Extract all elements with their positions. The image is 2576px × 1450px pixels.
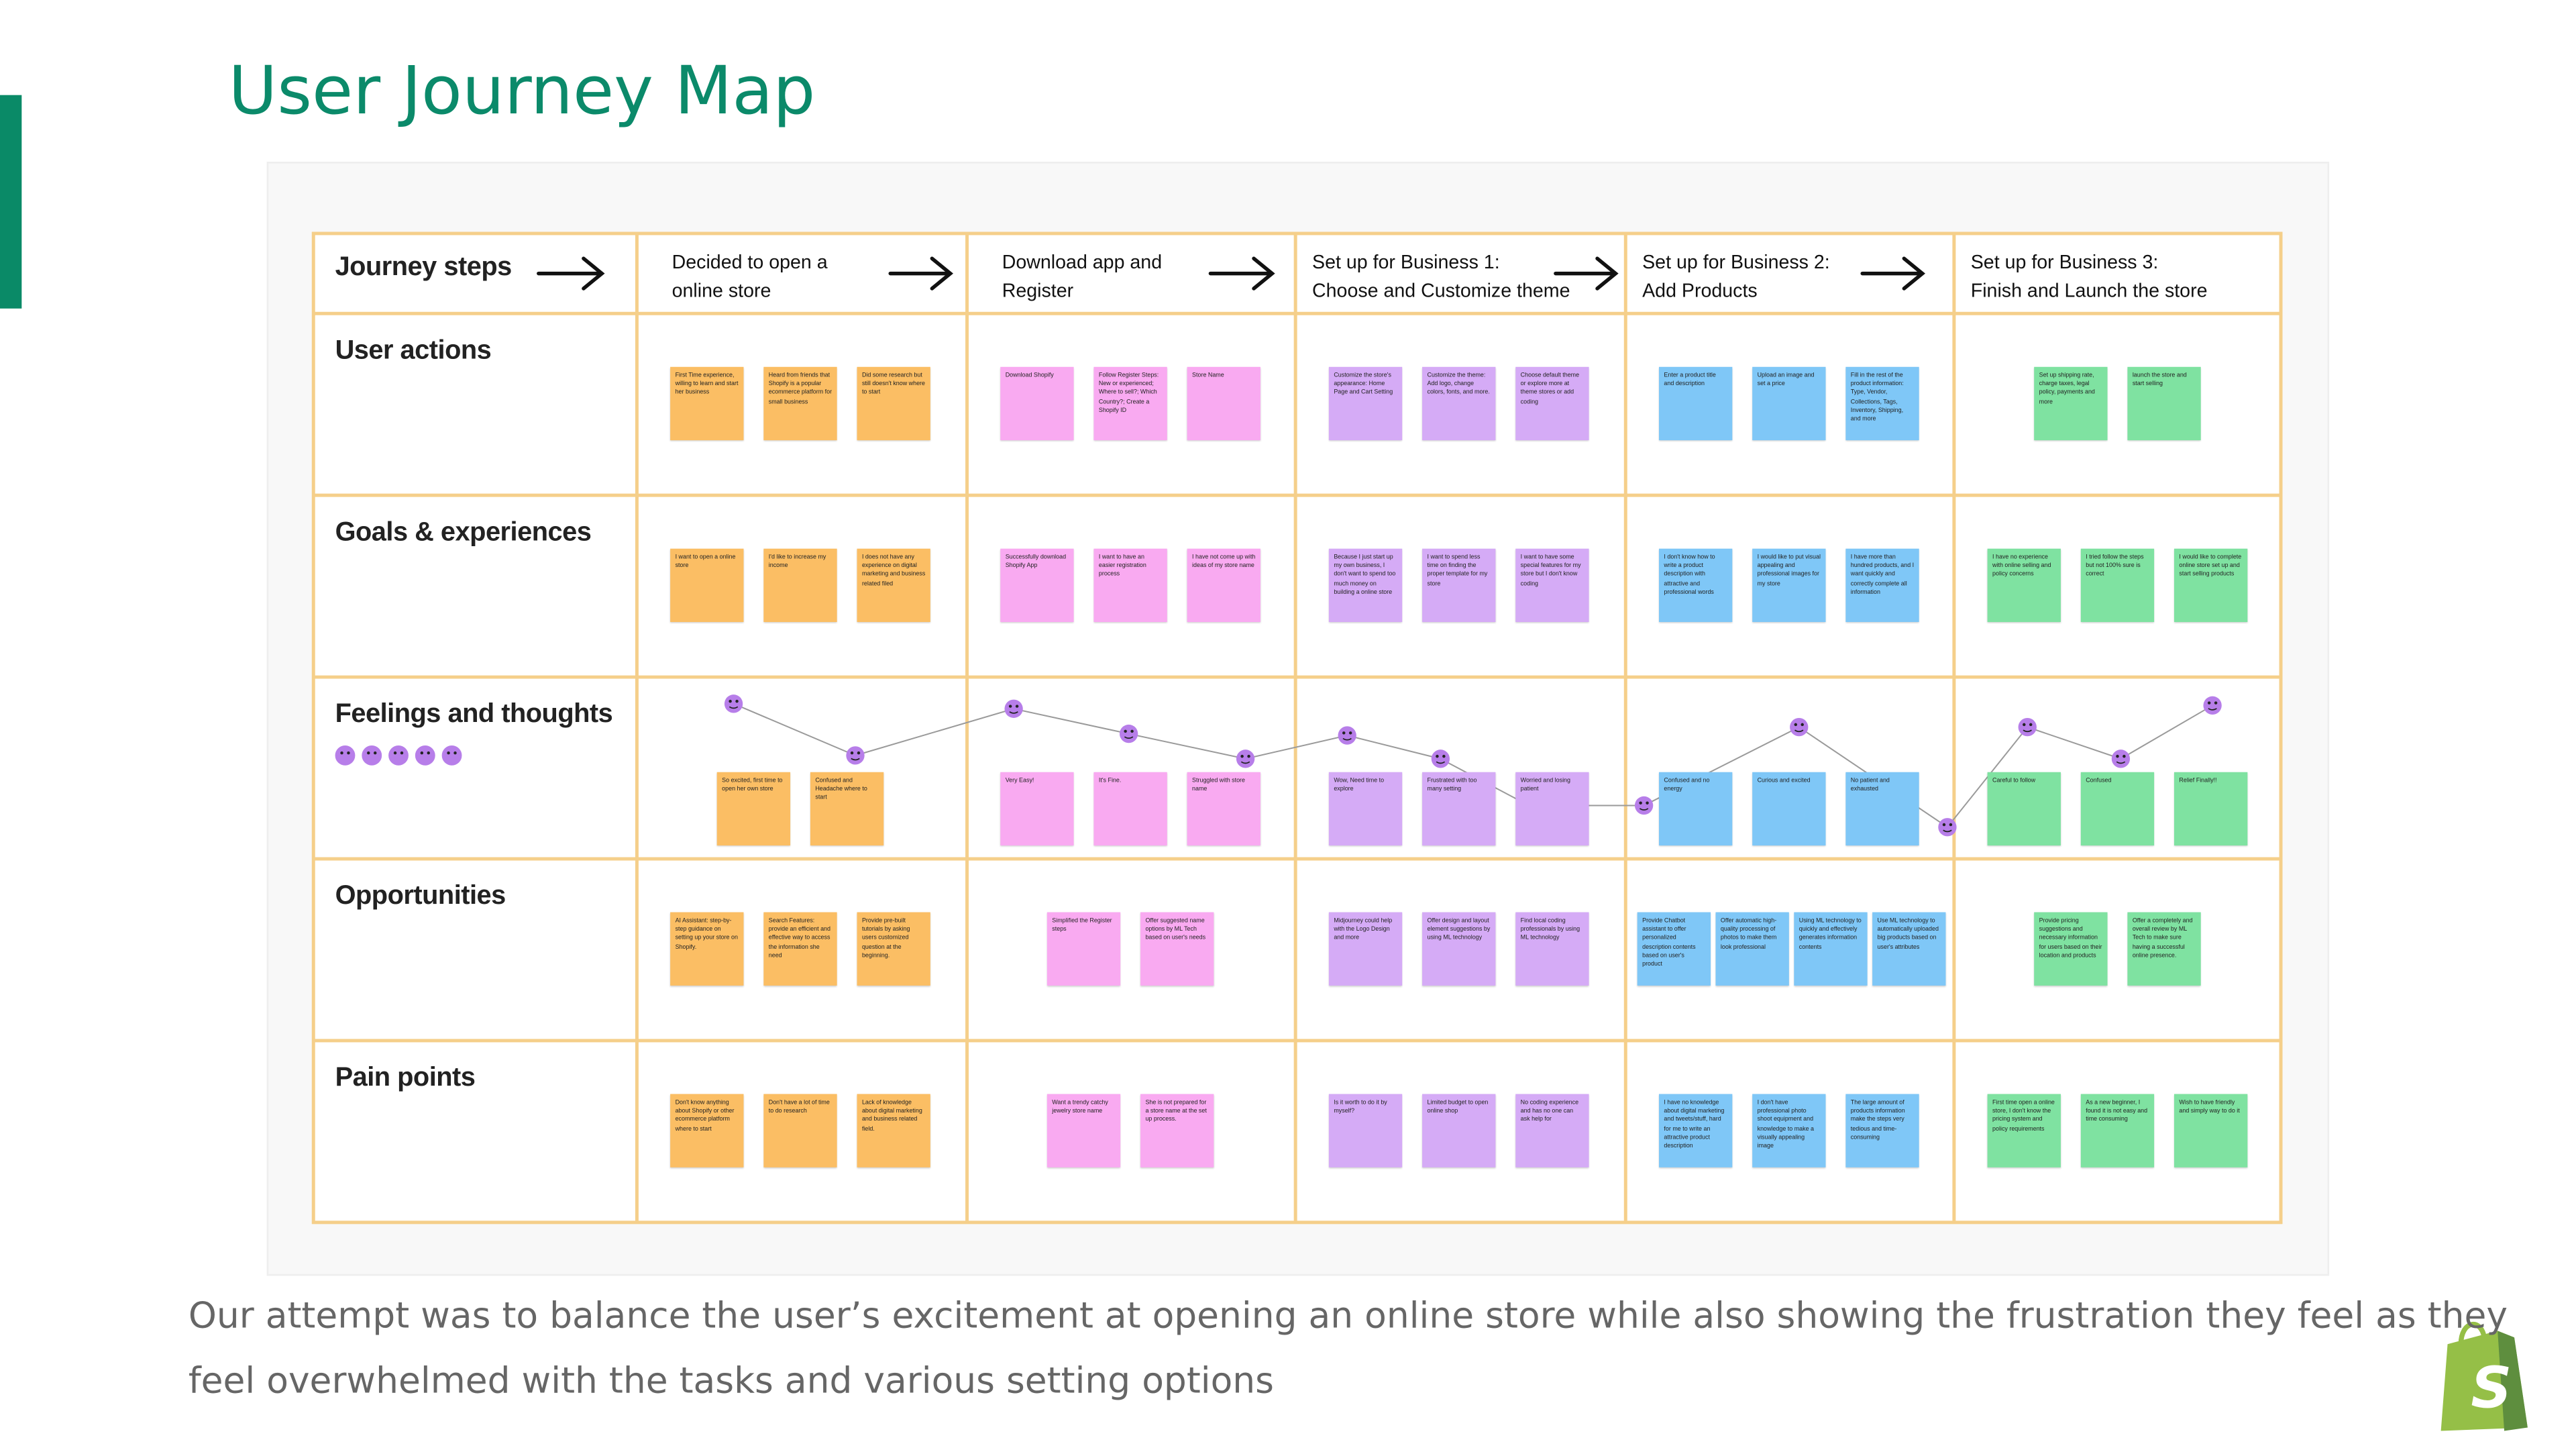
sticky-note: Upload an image and set a price — [1752, 366, 1826, 441]
sticky-note: No patient and exhausted — [1845, 772, 1919, 846]
sticky-note: Worried and losing patient — [1515, 772, 1589, 846]
column-header: Finish and Launch the store — [1970, 282, 2208, 302]
column-header: Register — [1002, 282, 1074, 302]
arrows — [537, 256, 1925, 291]
accent-bar — [0, 95, 22, 309]
sticky-note: Customize the theme: Add logo, change co… — [1422, 366, 1496, 441]
column-header: online store — [672, 282, 771, 302]
sticky-note: Don't have a lot of time to do research — [763, 1094, 837, 1168]
row-label: User actions — [335, 337, 492, 366]
sticky-note: Set up shipping rate, charge taxes, lega… — [2034, 366, 2108, 441]
row-label: Pain points — [335, 1064, 476, 1092]
sticky-note: I does not have any experience on digita… — [857, 548, 930, 623]
caption: feel overwhelmed with the tasks and vari… — [188, 1361, 1275, 1403]
title: User Journey Map — [228, 53, 816, 130]
row-label: Goals & experiences — [335, 518, 592, 548]
sticky-note: Wow, Need time to explore — [1328, 772, 1403, 846]
sticky-note: I don't have professional photo shoot eq… — [1752, 1094, 1826, 1168]
sticky-note: Struggled with store name — [1187, 772, 1260, 846]
sticky-note: Provide pricing suggestions and necessar… — [2034, 912, 2108, 986]
sticky-note: First time open a online store, I don't … — [1987, 1094, 2061, 1168]
sticky-note: Frustrated with too many setting — [1422, 772, 1496, 846]
sticky-note: I have no knowledge about digital market… — [1658, 1094, 1733, 1168]
sticky-note: Provide Chatbot assistant to offer perso… — [1637, 912, 1711, 986]
sticky-note: Enter a product title and description — [1658, 366, 1733, 441]
column-header: Download app and — [1002, 253, 1163, 274]
row-label: Opportunities — [335, 882, 506, 911]
sticky-note: Using ML technology to quickly and effec… — [1794, 912, 1868, 986]
sticky-note: Relief Finally!! — [2174, 772, 2248, 846]
sticky-note: I have not come up with ideas of my stor… — [1187, 548, 1260, 623]
sticky-note: The large amount of products information… — [1845, 1094, 1919, 1168]
sticky-note: I want to spend less time on finding the… — [1422, 548, 1496, 623]
sticky-note: Download Shopify — [1000, 366, 1074, 441]
sticky-note: Find local coding professionals by using… — [1515, 912, 1589, 986]
column-header: Set up for Business 2: — [1642, 253, 1830, 274]
sticky-note: I want to have an easier registration pr… — [1093, 548, 1167, 623]
sticky-note: Limited budget to open online shop — [1422, 1094, 1496, 1168]
sticky-note: Simplified the Register steps — [1046, 912, 1121, 986]
column-header: Set up for Business 3: — [1970, 253, 2159, 274]
sticky-note: Offer design and layout element suggesti… — [1422, 912, 1496, 986]
column-header: Add Products — [1642, 282, 1758, 302]
sticky-note: Curious and excited — [1752, 772, 1826, 846]
sticky-note: As a new beginner, I found it is not eas… — [2080, 1094, 2155, 1168]
sticky-note: Customize the store's appearance: Home P… — [1328, 366, 1403, 441]
sticky-note: Search Features: provide an efficient an… — [763, 912, 837, 986]
sticky-note: I would like to put visual appealing and… — [1752, 548, 1826, 623]
sticky-note: I don't know how to write a product desc… — [1658, 548, 1733, 623]
sticky-note: Is it worth to do it by myself? — [1328, 1094, 1403, 1168]
column-header: Decided to open a — [672, 253, 828, 274]
sticky-note: Wish to have friendly and simply way to … — [2174, 1094, 2248, 1168]
sticky-note: I have more than hundred products, and I… — [1845, 548, 1919, 623]
sticky-note: First Time experience, willing to learn … — [670, 366, 744, 441]
row-label: Feelings and thoughts — [335, 700, 613, 729]
shopify-logo: S — [2440, 1322, 2528, 1431]
sticky-note: Offer suggested name options by ML Tech … — [1140, 912, 1214, 986]
sticky-note: Careful to follow — [1987, 772, 2061, 846]
sticky-note: I have no experience with online selling… — [1987, 548, 2061, 623]
caption: Our attempt was to balance the user’s ex… — [188, 1296, 2508, 1338]
column-header: Set up for Business 1: — [1312, 253, 1500, 274]
sticky-note: Provide pre-built tutorials by asking us… — [857, 912, 930, 986]
sticky-note: Lack of knowledge about digital marketin… — [857, 1094, 930, 1168]
sticky-note: Did some research but still doesn't know… — [857, 366, 930, 441]
sticky-note: Offer a completely and overall review by… — [2127, 912, 2201, 986]
sticky-note: So excited, first time to open her own s… — [716, 772, 791, 846]
sticky-note: I want to have some special features for… — [1515, 548, 1589, 623]
sticky-note: Heard from friends that Shopify is a pop… — [763, 366, 837, 441]
sticky-note: I would like to complete online store se… — [2174, 548, 2248, 623]
sticky-note: Very Easy! — [1000, 772, 1074, 846]
sticky-note: Follow Register Steps: New or experience… — [1093, 366, 1167, 441]
sticky-note: She is not prepared for a store name at … — [1140, 1094, 1214, 1168]
sticky-note: Confused and Headache where to start — [810, 772, 884, 846]
sticky-note: Successfully download Shopify App — [1000, 548, 1074, 623]
sticky-note: Fill in the rest of the product informat… — [1845, 366, 1919, 441]
sticky-note: No coding experience and has no one can … — [1515, 1094, 1589, 1168]
sticky-note: Because I just start up my own business,… — [1328, 548, 1403, 623]
sticky-note: I'd like to increase my income — [763, 548, 837, 623]
sticky-note: Use ML technology to automatically uploa… — [1872, 912, 1946, 986]
sticky-note: Offer automatic high-quality processing … — [1715, 912, 1789, 986]
sticky-note: Choose default theme or explore more at … — [1515, 366, 1589, 441]
sticky-note: launch the store and start selling — [2127, 366, 2201, 441]
sticky-note: Want a trendy catchy jewelry store name — [1046, 1094, 1121, 1168]
svg-text:S: S — [2471, 1355, 2512, 1421]
sticky-note: It's Fine. — [1093, 772, 1167, 846]
column-header: Journey steps — [335, 253, 513, 282]
sticky-note: Confused and no energy — [1658, 772, 1733, 846]
sticky-note: Midjourney could help with the Logo Desi… — [1328, 912, 1403, 986]
sticky-note: I tried follow the steps but not 100% su… — [2080, 548, 2155, 623]
sticky-note: Confused — [2080, 772, 2155, 846]
sticky-note: I want to open a online store — [670, 548, 744, 623]
sticky-note: Don't know anything about Shopify or oth… — [670, 1094, 744, 1168]
sticky-note: AI Assistant: step-by-step guidance on s… — [670, 912, 744, 986]
sticky-note: Store Name — [1187, 366, 1260, 441]
column-header: Choose and Customize theme — [1312, 282, 1570, 302]
